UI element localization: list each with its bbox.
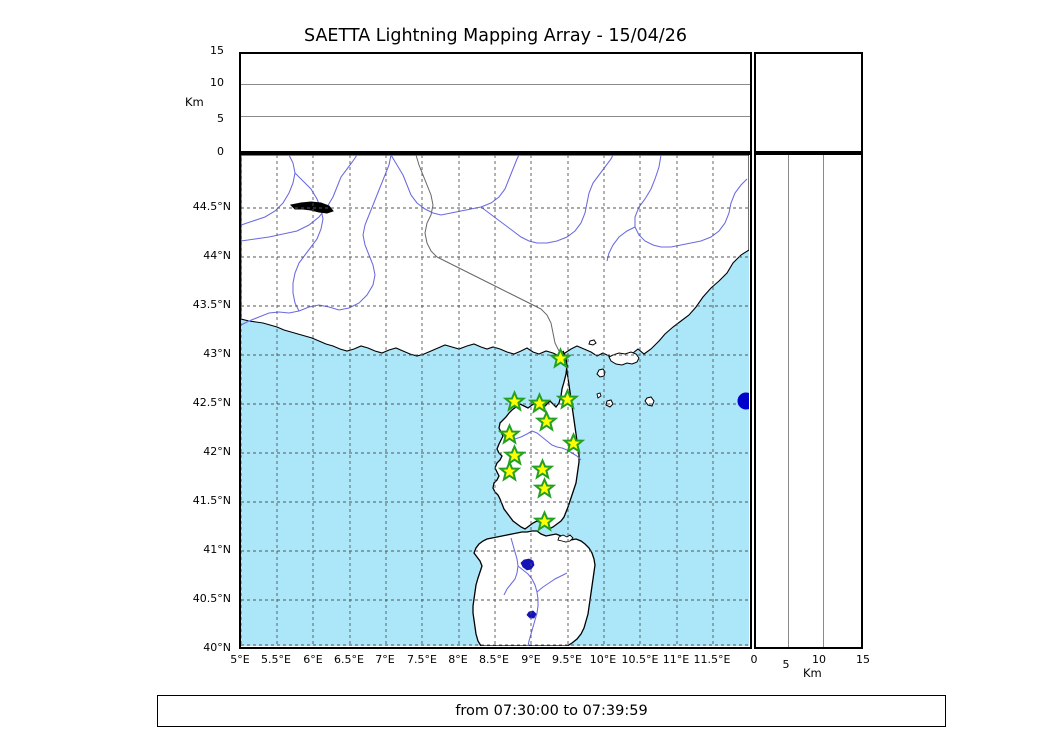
map-ytick-40.5N: 40.5°N: [192, 592, 231, 605]
right-panel-xlabel: Km: [803, 666, 822, 680]
map-xtick-9E: 9°E: [521, 653, 541, 666]
sardinia-coast: [472, 530, 596, 646]
station-star: [530, 457, 555, 480]
top-panel-gridline-5: [241, 116, 750, 117]
map-xtick-8.5E: 8.5°E: [479, 653, 509, 666]
lightning-source-markers: [737, 392, 749, 410]
top-ytick-0: 0: [217, 145, 224, 158]
right-panel-gridline-5: [788, 155, 789, 647]
lac-leman: [289, 201, 334, 214]
map-xtick-8E: 8°E: [448, 653, 468, 666]
station-star: [502, 389, 527, 412]
station-star: [497, 459, 522, 482]
top-panel-ylabel: Km: [185, 95, 204, 109]
map-gridlines: [241, 155, 749, 646]
corner-panel: [754, 52, 863, 153]
station-markers: [497, 346, 586, 532]
top-altitude-panel: [239, 52, 752, 153]
right-xtick-0: 0: [750, 653, 758, 666]
map-panel[interactable]: [239, 153, 752, 649]
map-ytick-41.5N: 41.5°N: [192, 494, 231, 507]
map-ytick-43.5N: 43.5°N: [192, 298, 231, 311]
map-ytick-44N: 44°N: [203, 249, 231, 262]
right-xtick-5: 5: [782, 658, 790, 671]
map-ytick-44.5N: 44.5°N: [192, 200, 231, 213]
station-star: [532, 476, 557, 499]
map-xtick-5.5E: 5.5°E: [261, 653, 291, 666]
source-dot: [737, 392, 749, 410]
map-ytick-42N: 42°N: [203, 445, 231, 458]
status-text: from 07:30:00 to 07:39:59: [455, 703, 648, 719]
montecristo-island: [605, 399, 614, 408]
station-star: [561, 431, 586, 454]
maddalena-islands: [557, 534, 574, 543]
small-island: [596, 392, 602, 399]
station-star: [555, 387, 580, 410]
station-star: [534, 409, 559, 432]
map-xtick-10.5E: 10.5°E: [621, 653, 659, 666]
map-xtick-10E: 10°E: [589, 653, 617, 666]
map-xtick-7.5E: 7.5°E: [407, 653, 437, 666]
map-ytick-42.5N: 42.5°N: [192, 396, 231, 409]
station-star: [502, 443, 527, 466]
capraia-island: [596, 368, 606, 378]
map-ytick-43N: 43°N: [203, 347, 231, 360]
lakes: [520, 558, 537, 619]
top-panel-gridline-10: [241, 84, 750, 85]
top-ytick-5: 5: [217, 112, 224, 125]
top-ytick-15: 15: [210, 44, 224, 57]
station-star: [532, 509, 557, 532]
map-canvas: [241, 155, 749, 646]
map-xtick-6E: 6°E: [303, 653, 323, 666]
map-ytick-40N: 40°N: [203, 641, 231, 654]
map-xtick-9.5E: 9.5°E: [552, 653, 582, 666]
right-xtick-10: 10: [812, 653, 826, 666]
pianosa-island: [588, 339, 597, 346]
right-altitude-panel: [754, 153, 863, 649]
page-title: SAETTA Lightning Mapping Array - 15/04/2…: [304, 26, 687, 46]
map-ytick-41N: 41°N: [203, 543, 231, 556]
station-star: [497, 422, 522, 445]
map-xtick-7E: 7°E: [375, 653, 395, 666]
map-xtick-5E: 5°E: [230, 653, 250, 666]
station-star: [548, 346, 573, 369]
top-ytick-10: 10: [210, 76, 224, 89]
map-xtick-6.5E: 6.5°E: [334, 653, 364, 666]
right-xtick-15: 15: [856, 653, 870, 666]
right-panel-gridline-10: [823, 155, 824, 647]
map-xtick-11.5E: 11.5°E: [693, 653, 731, 666]
map-xtick-11E: 11°E: [662, 653, 690, 666]
country-borders: [415, 155, 560, 352]
status-bar: from 07:30:00 to 07:39:59: [157, 695, 946, 727]
station-star: [527, 391, 552, 414]
